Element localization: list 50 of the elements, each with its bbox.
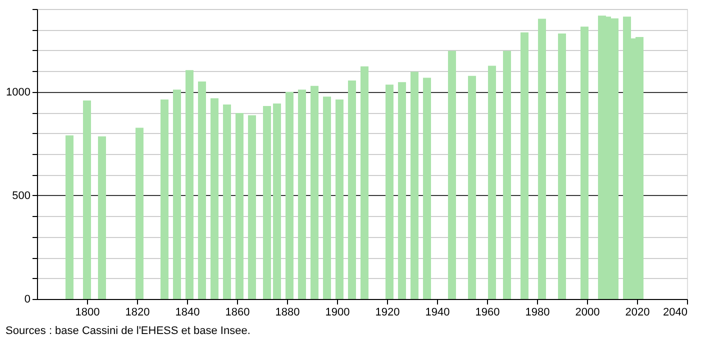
bar [488,66,496,299]
bar [360,66,368,299]
bar [398,82,406,299]
x-tick-label: 2040 [663,306,688,318]
bar [298,90,306,299]
bar [173,90,181,299]
y-tick-label: 1000 [6,86,30,98]
bar [580,26,588,299]
bar [286,92,294,299]
bar [558,33,566,299]
bar [538,18,546,299]
bar [160,100,168,299]
bar [386,84,394,299]
source-note: Sources : base Cassini de l'EHESS et base Insee. [6,325,250,337]
bar [423,78,431,299]
bar [448,50,456,299]
bar [83,100,91,299]
x-tick-label: 1840 [175,306,200,318]
bar [263,106,271,299]
bar [323,96,331,299]
x-tick-label: 2000 [575,306,600,318]
x-tick-label: 2020 [625,306,650,318]
bar [186,70,194,299]
x-tick-label: 1860 [225,306,250,318]
y-tick-label: 0 [24,294,30,306]
x-tick-label: 1920 [375,306,400,318]
x-tick-label: 1820 [125,306,150,318]
x-tick-label: 1880 [275,306,300,318]
bar [98,136,106,299]
x-tick-label: 1800 [75,306,100,318]
bar [273,103,281,299]
y-tick-label: 500 [12,190,30,202]
bar [468,76,476,299]
bar [248,115,256,299]
x-tick-label: 1980 [525,306,550,318]
bar [66,135,74,299]
bar [503,50,511,299]
bar [336,100,344,299]
bar [520,32,528,299]
x-tick-label: 1940 [425,306,450,318]
bar [136,128,144,299]
bar [198,82,206,299]
bar [223,104,231,299]
x-tick-label: 1960 [475,306,500,318]
bar [348,80,356,299]
bar [210,98,218,299]
bar [236,112,244,299]
bar [310,86,318,299]
bar [410,72,418,299]
x-tick-label: 1900 [325,306,350,318]
